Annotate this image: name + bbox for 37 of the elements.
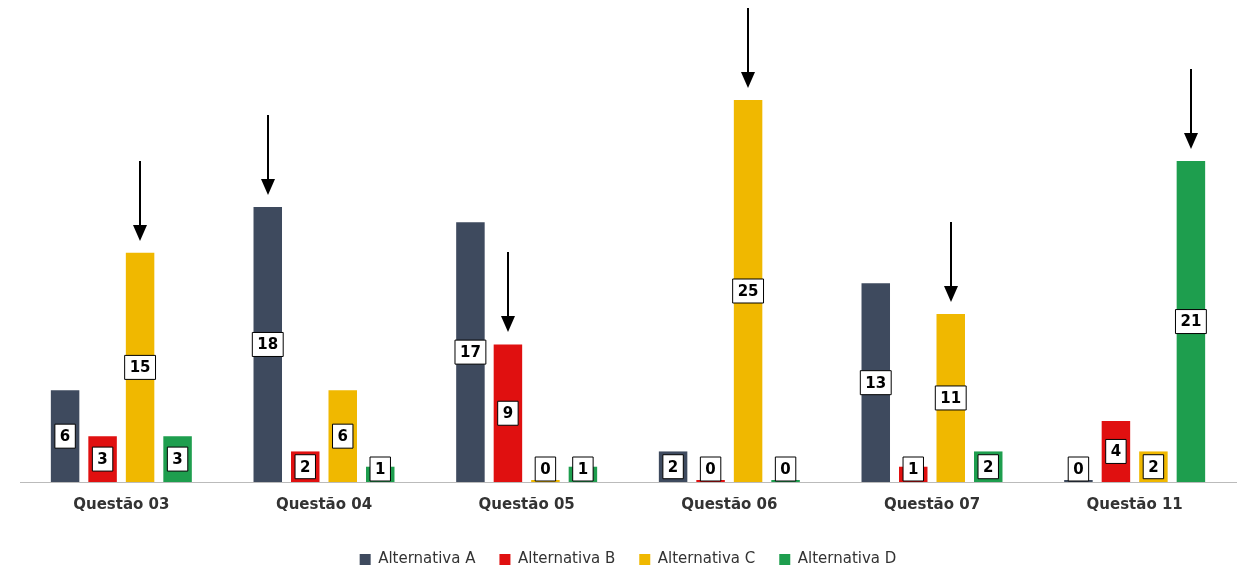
legend-label: Alternativa C [657,549,756,568]
data-label: 0 [780,459,791,478]
data-label: 18 [257,335,279,354]
data-label: 2 [983,457,994,476]
data-label: 9 [502,404,514,423]
data-label: 3 [172,449,183,468]
data-label: 15 [129,358,151,377]
data-label: 1 [375,459,386,478]
legend-label: Alternativa A [378,549,477,568]
legend-label: Alternativa B [517,549,616,568]
data-label: 2 [1148,457,1159,476]
data-label: 11 [940,388,962,407]
data-label: 4 [1110,442,1122,461]
data-label: 17 [459,343,481,362]
bar [733,100,763,482]
data-label: 0 [1073,459,1084,478]
data-label: 6 [59,427,71,446]
bar [456,222,485,482]
data-label: 0 [705,459,716,478]
bar [1176,161,1206,482]
data-label: 0 [540,459,551,478]
x-tick-label: Questão 05 [478,494,575,513]
legend-label: Alternativa D [797,549,897,568]
data-label: 2 [667,457,679,476]
data-label: 6 [337,427,348,446]
data-label: 21 [1180,312,1202,331]
x-tick-label: Questão 03 [73,494,170,513]
data-label: 13 [865,373,887,392]
data-label: 2 [300,457,311,476]
x-tick-label: Questão 04 [275,494,373,513]
x-tick-label: Questão 11 [1086,494,1183,513]
data-label: 25 [737,281,759,300]
data-label: 1 [577,459,589,478]
data-label: 3 [97,449,108,468]
x-tick-label: Questão 06 [681,494,778,513]
data-label: 1 [908,459,919,478]
x-tick-label: Questão 07 [883,494,981,513]
